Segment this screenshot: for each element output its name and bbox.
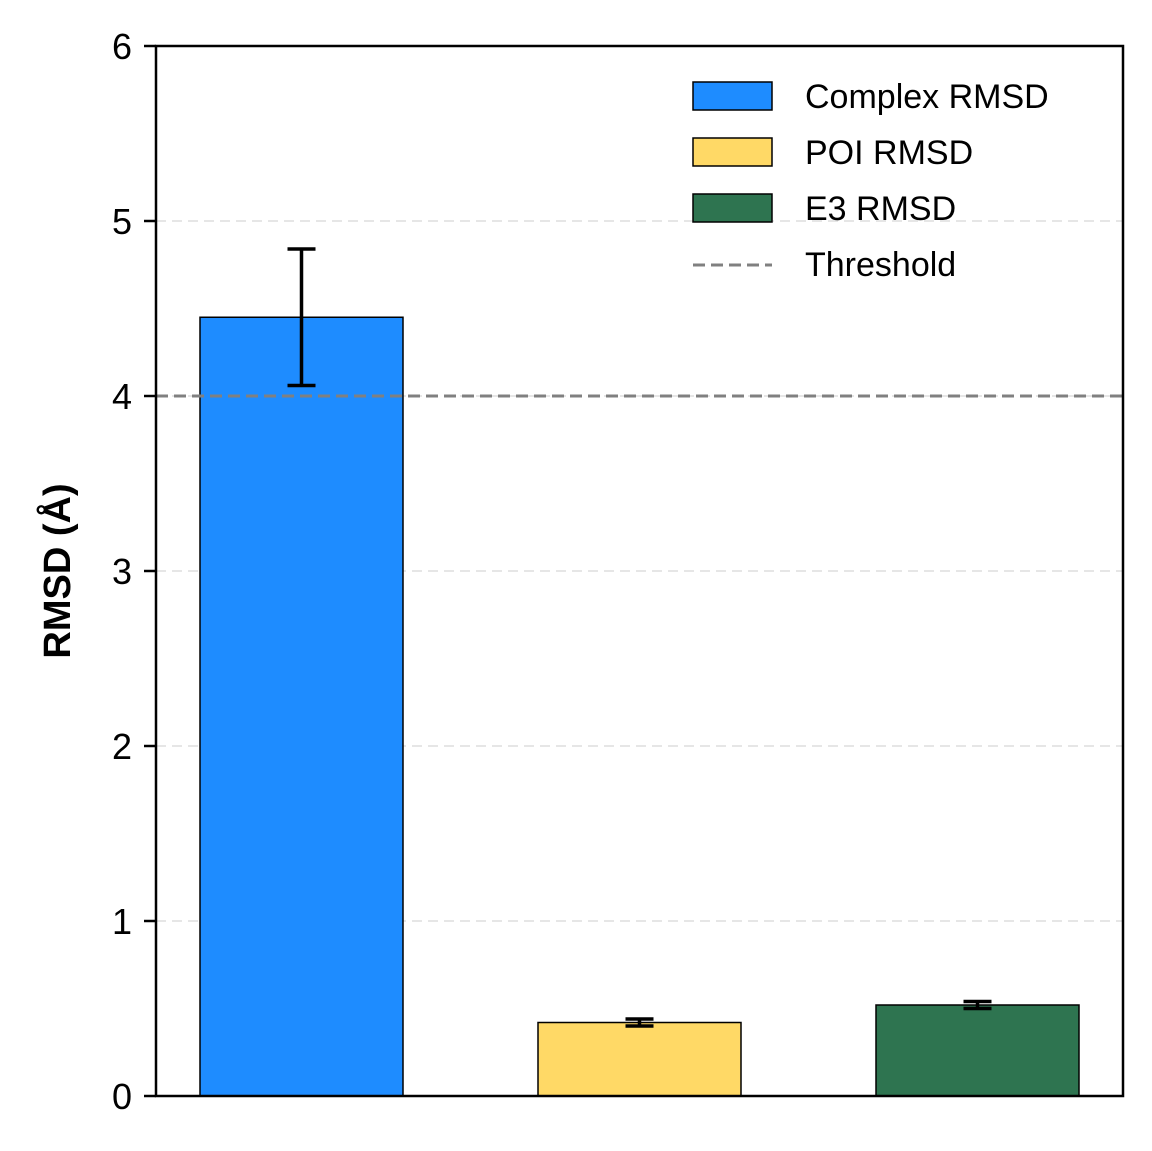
legend-label-0: Complex RMSD	[805, 78, 1049, 116]
y-axis-ticks: 0 1 2 3 4 5 6	[112, 26, 156, 1117]
bars	[199, 316, 1080, 1097]
bar-2	[875, 1004, 1080, 1097]
legend-label-2: E3 RMSD	[805, 190, 956, 228]
y-tick-label-2: 2	[112, 726, 132, 767]
legend: Complex RMSD POI RMSD E3 RMSD Threshold	[692, 78, 1049, 284]
legend-swatch-1	[692, 137, 773, 167]
error-bars	[287, 247, 992, 1028]
y-tick-label-5: 5	[112, 201, 132, 242]
y-tick-label-6: 6	[112, 26, 132, 67]
legend-label-3: Threshold	[805, 246, 956, 284]
bar-1	[537, 1021, 742, 1097]
y-tick-label-0: 0	[112, 1076, 132, 1117]
legend-label-1: POI RMSD	[805, 134, 973, 172]
y-axis-title: RMSD (Å)	[35, 483, 79, 658]
bar-0	[199, 316, 404, 1097]
y-tick-label-4: 4	[112, 376, 132, 417]
legend-swatch-0	[692, 81, 773, 111]
y-tick-label-1: 1	[112, 901, 132, 942]
legend-swatch-2	[692, 193, 773, 223]
y-tick-label-3: 3	[112, 551, 132, 592]
